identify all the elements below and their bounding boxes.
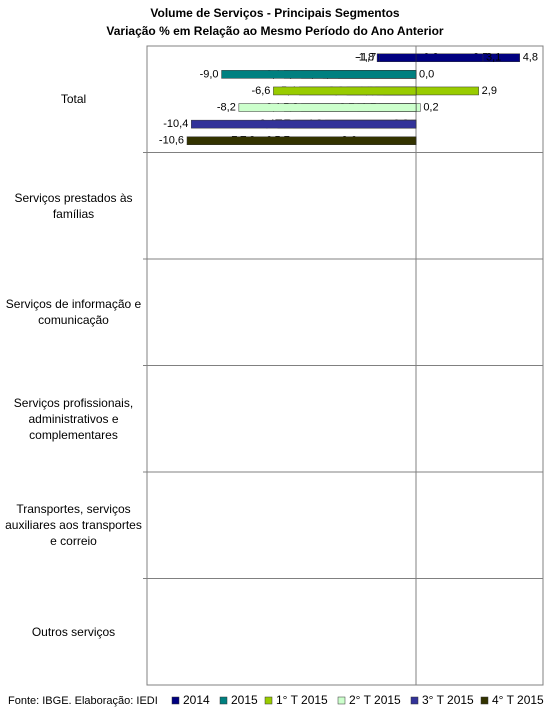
bar xyxy=(273,86,417,96)
source: Fonte: IBGE. Elaboração: IEDI xyxy=(8,695,158,707)
bar xyxy=(186,136,417,145)
value-label: -8,2 xyxy=(217,101,236,113)
category-label: Outros serviços xyxy=(31,624,116,639)
legend-label: 2014 xyxy=(183,693,210,707)
bar xyxy=(415,53,484,62)
legend-label: 4° T 2015 xyxy=(492,693,544,707)
legend-swatch xyxy=(337,696,346,705)
value-label: 0,0 xyxy=(419,68,434,80)
category-label: Transportes, serviços auxiliares aos tra… xyxy=(5,502,142,549)
chart-title: Volume de Serviços - Principais Segmento… xyxy=(150,6,400,20)
bar xyxy=(191,119,417,129)
legend-label: 1° T 2015 xyxy=(276,693,328,707)
value-label: 3,1 xyxy=(486,52,501,64)
bar xyxy=(238,103,417,112)
category-label: Serviços profissionais, administrativos … xyxy=(13,395,134,442)
value-label: 2,9 xyxy=(482,85,497,97)
bar xyxy=(221,70,417,79)
chart-subtitle: Variação % em Relação ao Mesmo Período d… xyxy=(106,24,444,38)
bar xyxy=(415,86,479,96)
legend-label: 2015 xyxy=(231,693,258,707)
value-label: -10,6 xyxy=(159,135,184,147)
value-label: 0,2 xyxy=(423,101,438,113)
value-label: -9,0 xyxy=(200,68,219,80)
value-label: -1,7 xyxy=(357,52,376,64)
category-label: Serviços prestados às famílias xyxy=(14,190,133,221)
value-label: -6,6 xyxy=(251,85,270,97)
legend-swatch xyxy=(264,696,273,705)
bar xyxy=(415,103,421,112)
value-label: -10,4 xyxy=(163,118,188,130)
category-label: Total xyxy=(60,92,87,107)
bar xyxy=(379,53,417,62)
legend-swatch xyxy=(171,696,180,705)
value-label: 4,8 xyxy=(523,52,538,64)
category-label: Serviços de informação e comunicação xyxy=(5,297,142,328)
legend-swatch xyxy=(480,696,489,705)
legend-label: 2° T 2015 xyxy=(349,693,401,707)
value-label: -1,8 xyxy=(355,52,374,64)
legend-swatch xyxy=(410,696,419,705)
legend-swatch xyxy=(219,696,228,705)
legend-label: 3° T 2015 xyxy=(422,693,474,707)
